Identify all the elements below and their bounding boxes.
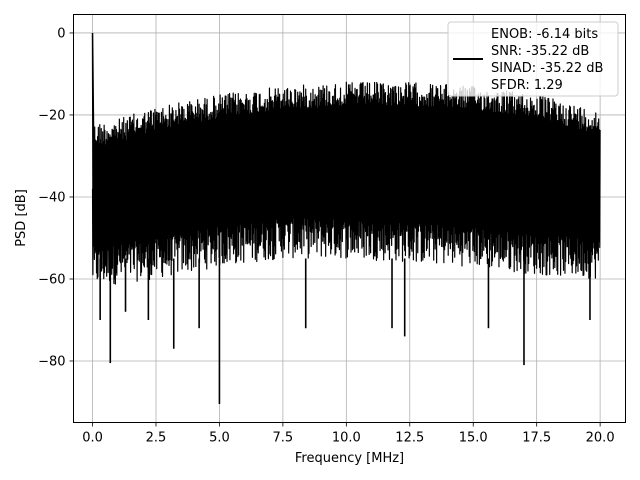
psd-noise-line: [91, 81, 601, 285]
legend-box: [447, 21, 619, 97]
x-tick-label: 15.0: [459, 431, 488, 446]
y-tick-label: −60: [38, 272, 65, 287]
y-tick-label: 0: [57, 26, 65, 41]
dc-peak-line: [91, 32, 95, 189]
x-tick-label: 10.0: [332, 431, 361, 446]
legend-entry-sfdr: SFDR: 1.29: [491, 78, 563, 93]
y-tick-label: −80: [38, 354, 65, 369]
x-tick-label: 5.0: [209, 431, 230, 446]
y-axis-title: PSD [dB]: [14, 189, 29, 247]
x-axis-ticks: 0.0 2.5 5.0 7.5 10.0 12.5 15.0 17.5 20.0: [82, 422, 615, 446]
x-tick-label: 12.5: [395, 431, 424, 446]
x-tick-label: 2.5: [146, 431, 167, 446]
psd-trace: [91, 32, 601, 405]
legend: ENOB: -6.14 bits SNR: -35.22 dB SINAD: -…: [447, 21, 619, 97]
x-tick-label: 7.5: [273, 431, 294, 446]
plot-frame: [73, 14, 626, 423]
y-tick-label: −20: [38, 108, 65, 123]
y-axis-ticks: 0 −20 −40 −60 −80: [38, 26, 74, 369]
legend-entry-enob: ENOB: -6.14 bits: [491, 27, 598, 42]
legend-entry-snr: SNR: -35.22 dB: [491, 44, 589, 59]
y-tick-label: −40: [38, 190, 65, 205]
x-tick-label: 17.5: [522, 431, 551, 446]
legend-entry-sinad: SINAD: -35.22 dB: [491, 61, 603, 76]
x-tick-label: 20.0: [586, 431, 615, 446]
x-tick-label: 0.0: [82, 431, 103, 446]
x-axis-title: Frequency [MHz]: [295, 451, 404, 466]
